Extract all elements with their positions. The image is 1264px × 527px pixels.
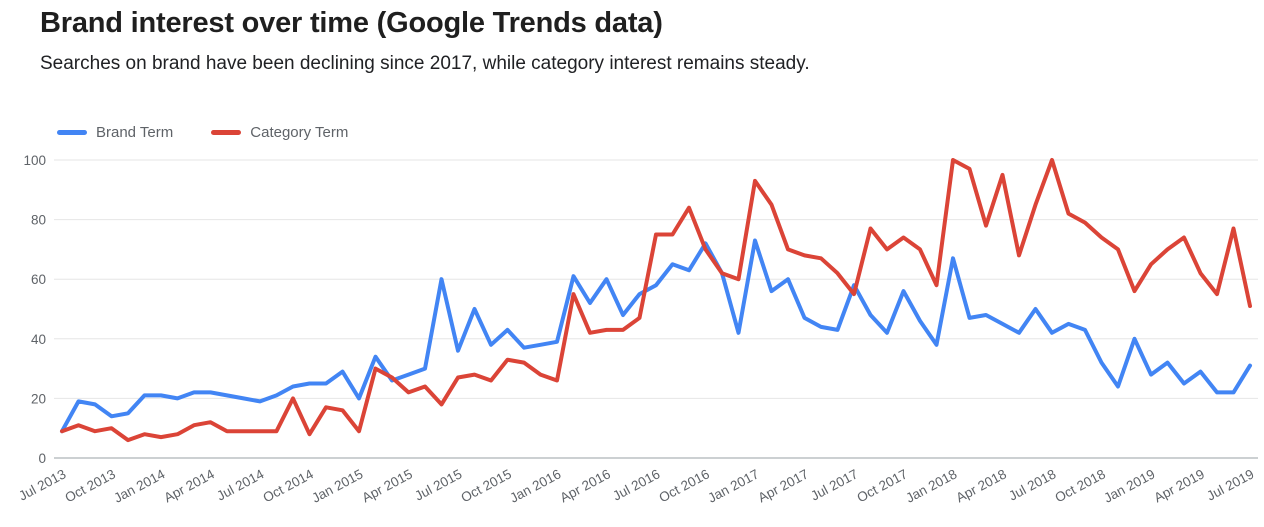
legend-label-category-term: Category Term xyxy=(250,124,349,141)
y-axis-label: 100 xyxy=(23,153,46,168)
chart-legend: Brand Term Category Term xyxy=(57,124,348,141)
x-axis-label: Jul 2013 xyxy=(16,466,68,503)
category-term-line-swatch-icon xyxy=(211,130,242,135)
chart-subtitle: Searches on brand have been declining si… xyxy=(40,53,810,74)
x-axis-label: Oct 2016 xyxy=(656,466,711,505)
x-axis-label: Apr 2016 xyxy=(557,466,612,505)
chart-title: Brand interest over time (Google Trends … xyxy=(40,7,663,39)
x-axis-label: Apr 2017 xyxy=(755,466,810,505)
x-axis-label: Jan 2019 xyxy=(1101,466,1157,505)
x-axis-label: Oct 2018 xyxy=(1052,466,1107,505)
x-axis-label: Apr 2014 xyxy=(161,466,217,505)
brand-term-line-swatch-icon xyxy=(57,130,87,135)
x-axis-label: Jan 2017 xyxy=(705,466,761,505)
x-axis-label: Oct 2014 xyxy=(260,466,316,505)
y-axis-label: 80 xyxy=(31,213,46,228)
x-axis-label: Jan 2018 xyxy=(903,466,959,505)
x-axis-label: Oct 2015 xyxy=(458,466,513,505)
series-line-brand-term xyxy=(60,238,1252,434)
x-axis-label: Jan 2015 xyxy=(309,466,365,505)
x-axis-label: Apr 2019 xyxy=(1151,466,1206,505)
x-axis-label: Apr 2015 xyxy=(359,466,414,505)
x-axis-label: Jul 2016 xyxy=(610,466,662,503)
y-axis-label: 0 xyxy=(38,451,46,466)
series-line-category-term xyxy=(60,158,1252,443)
x-axis-label: Oct 2017 xyxy=(854,466,909,505)
x-axis-label: Apr 2018 xyxy=(953,466,1008,505)
x-axis-label: Jan 2014 xyxy=(111,466,168,506)
x-axis-label: Jan 2016 xyxy=(507,466,563,505)
legend-item-brand-term: Brand Term xyxy=(57,124,173,141)
x-axis-label: Jul 2018 xyxy=(1006,466,1058,503)
legend-label-brand-term: Brand Term xyxy=(96,124,174,141)
y-axis-label: 60 xyxy=(31,272,46,287)
y-axis-label: 20 xyxy=(31,391,46,406)
legend-item-category-term: Category Term xyxy=(211,124,348,141)
x-axis-label: Jul 2019 xyxy=(1204,466,1256,503)
x-axis-label: Jul 2014 xyxy=(214,466,267,503)
y-axis-label: 40 xyxy=(31,332,46,347)
x-axis-label: Jul 2015 xyxy=(412,466,464,503)
x-axis-label: Jul 2017 xyxy=(808,466,860,503)
x-axis-label: Oct 2013 xyxy=(62,466,117,505)
